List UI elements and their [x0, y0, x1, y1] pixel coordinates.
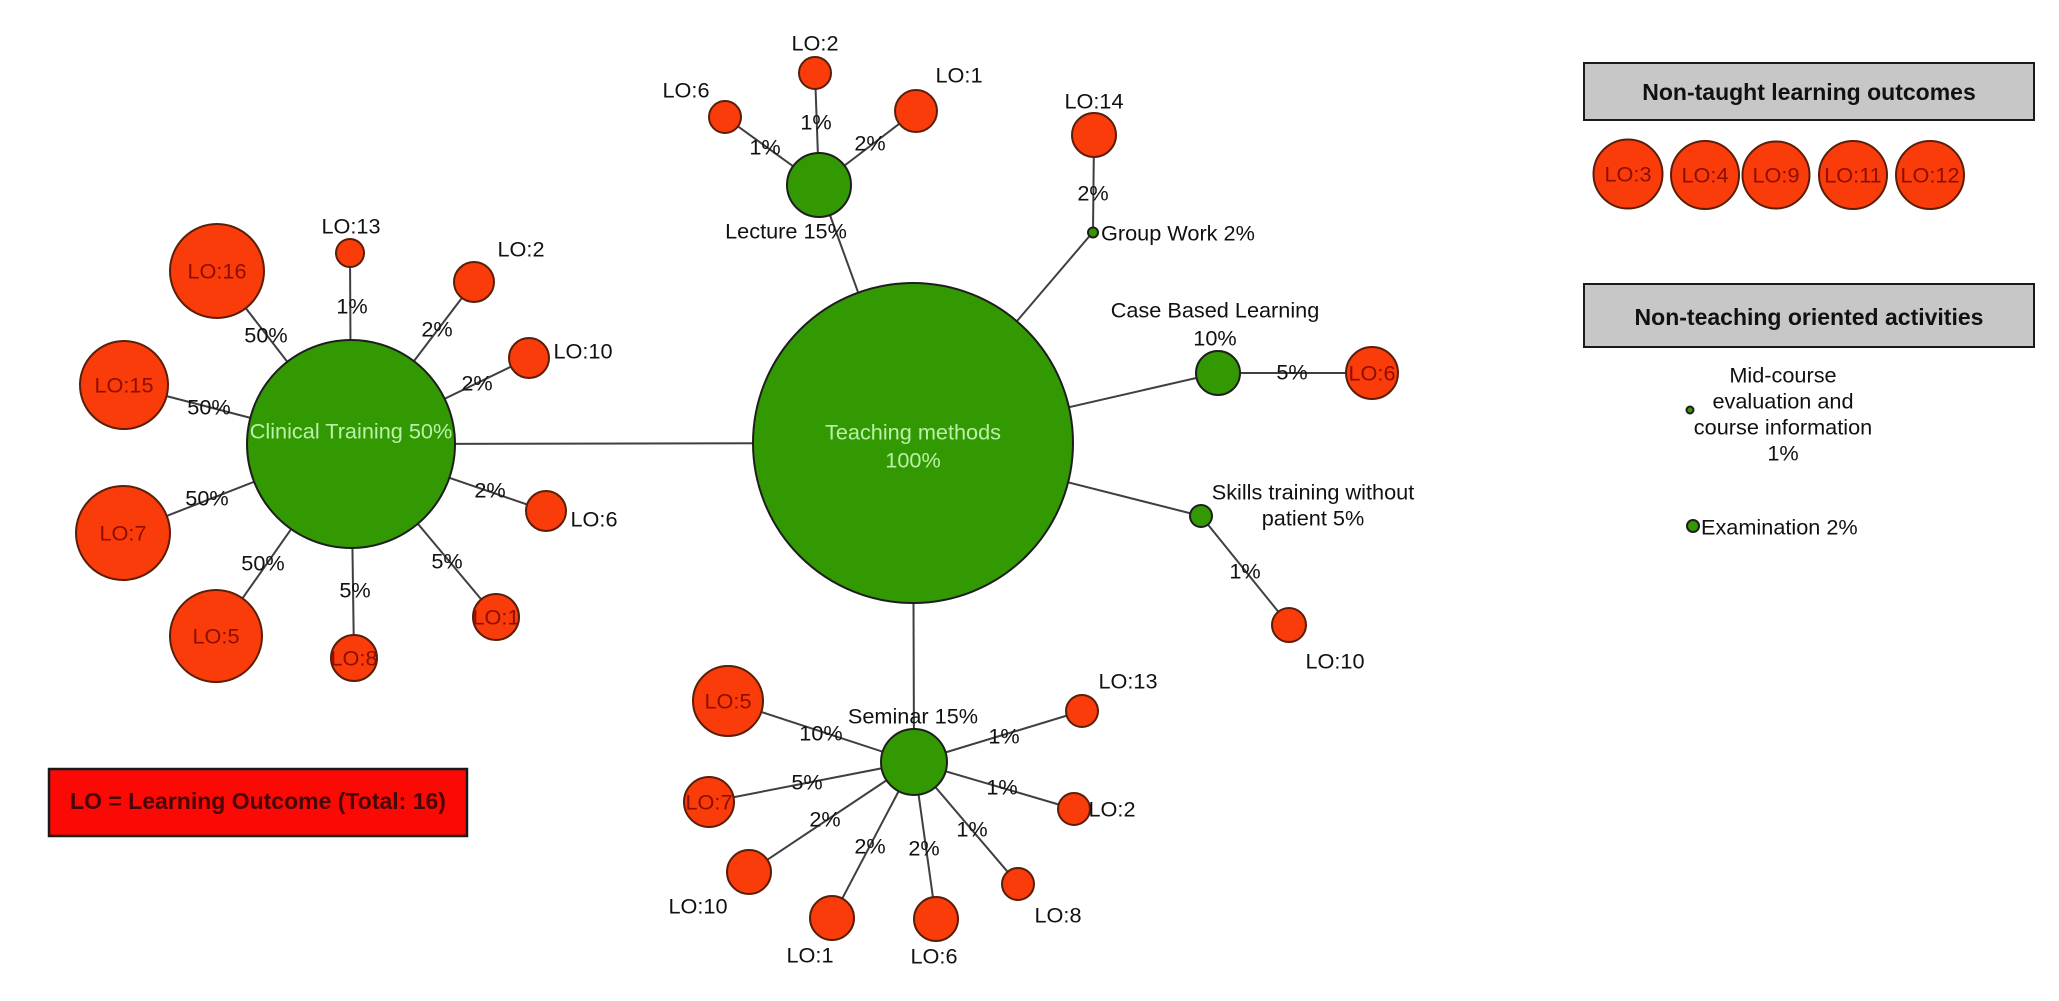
svg-text:LO:13: LO:13	[1098, 669, 1157, 694]
svg-text:LO = Learning Outcome (Total:: LO = Learning Outcome (Total: 16)	[70, 788, 446, 814]
svg-text:LO:3: LO:3	[1604, 162, 1651, 187]
svg-text:5%: 5%	[1276, 360, 1307, 385]
svg-text:LO:7: LO:7	[99, 521, 146, 546]
svg-text:LO:2: LO:2	[1088, 797, 1135, 822]
svg-text:LO:12: LO:12	[1900, 163, 1959, 188]
svg-text:10%: 10%	[1193, 326, 1236, 351]
svg-text:1%: 1%	[986, 775, 1017, 800]
svg-text:LO:10: LO:10	[1305, 649, 1364, 674]
svg-text:2%: 2%	[461, 371, 492, 396]
svg-text:LO:9: LO:9	[1752, 163, 1799, 188]
svg-text:course information: course information	[1694, 415, 1872, 440]
svg-text:LO:4: LO:4	[1681, 163, 1728, 188]
svg-text:Non-taught learning outcomes: Non-taught learning outcomes	[1642, 79, 1976, 105]
svg-text:5%: 5%	[431, 549, 462, 574]
svg-text:Examination 2%: Examination 2%	[1701, 515, 1858, 540]
svg-text:50%: 50%	[185, 486, 228, 511]
svg-text:LO:6: LO:6	[1348, 361, 1395, 386]
svg-text:5%: 5%	[339, 578, 370, 603]
svg-text:LO:7: LO:7	[685, 790, 732, 815]
svg-text:Skills training without: Skills training without	[1212, 480, 1415, 505]
svg-text:LO:13: LO:13	[321, 214, 380, 239]
svg-text:Non-teaching oriented activiti: Non-teaching oriented activities	[1635, 304, 1984, 330]
svg-text:10%: 10%	[799, 721, 842, 746]
svg-text:1%: 1%	[956, 817, 987, 842]
svg-text:LO:6: LO:6	[570, 507, 617, 532]
svg-text:50%: 50%	[241, 551, 284, 576]
svg-text:2%: 2%	[854, 834, 885, 859]
svg-text:1%: 1%	[800, 110, 831, 135]
svg-text:1%: 1%	[1229, 559, 1260, 584]
svg-text:LO:2: LO:2	[791, 31, 838, 56]
svg-text:LO:8: LO:8	[330, 646, 377, 671]
svg-text:LO:5: LO:5	[704, 689, 751, 714]
svg-text:LO:6: LO:6	[910, 944, 957, 969]
svg-text:evaluation and: evaluation and	[1712, 389, 1853, 414]
svg-text:Teaching methods: Teaching methods	[825, 420, 1001, 445]
svg-text:Clinical Training 50%: Clinical Training 50%	[250, 419, 453, 444]
svg-text:Group Work 2%: Group Work 2%	[1101, 221, 1255, 246]
svg-text:1%: 1%	[988, 724, 1019, 749]
svg-text:LO:15: LO:15	[94, 373, 153, 398]
svg-text:LO:11: LO:11	[1824, 163, 1881, 188]
svg-text:1%: 1%	[336, 294, 367, 319]
svg-text:50%: 50%	[244, 323, 287, 348]
svg-text:Lecture 15%: Lecture 15%	[725, 219, 847, 244]
svg-text:50%: 50%	[187, 395, 230, 420]
svg-text:Seminar 15%: Seminar 15%	[848, 704, 978, 729]
svg-text:LO:1: LO:1	[472, 605, 519, 630]
svg-text:LO:2: LO:2	[497, 237, 544, 262]
svg-text:100%: 100%	[885, 448, 940, 473]
svg-text:LO:6: LO:6	[662, 78, 709, 103]
svg-text:1%: 1%	[1767, 441, 1798, 466]
svg-text:2%: 2%	[908, 836, 939, 861]
svg-text:2%: 2%	[474, 478, 505, 503]
svg-text:2%: 2%	[809, 807, 840, 832]
svg-text:Case Based Learning: Case Based Learning	[1111, 298, 1320, 323]
svg-text:2%: 2%	[1077, 181, 1108, 206]
svg-text:LO:1: LO:1	[935, 63, 982, 88]
svg-text:LO:5: LO:5	[192, 624, 239, 649]
svg-text:LO:8: LO:8	[1034, 903, 1081, 928]
svg-text:5%: 5%	[791, 770, 822, 795]
svg-text:LO:16: LO:16	[187, 259, 246, 284]
svg-text:patient 5%: patient 5%	[1262, 506, 1365, 531]
svg-text:LO:10: LO:10	[553, 339, 612, 364]
svg-text:LO:1: LO:1	[786, 943, 833, 968]
svg-text:LO:14: LO:14	[1064, 89, 1123, 114]
svg-text:2%: 2%	[421, 317, 452, 342]
svg-text:Mid-course: Mid-course	[1729, 363, 1836, 388]
svg-text:LO:10: LO:10	[668, 894, 727, 919]
svg-text:1%: 1%	[749, 135, 780, 160]
svg-text:2%: 2%	[854, 131, 885, 156]
